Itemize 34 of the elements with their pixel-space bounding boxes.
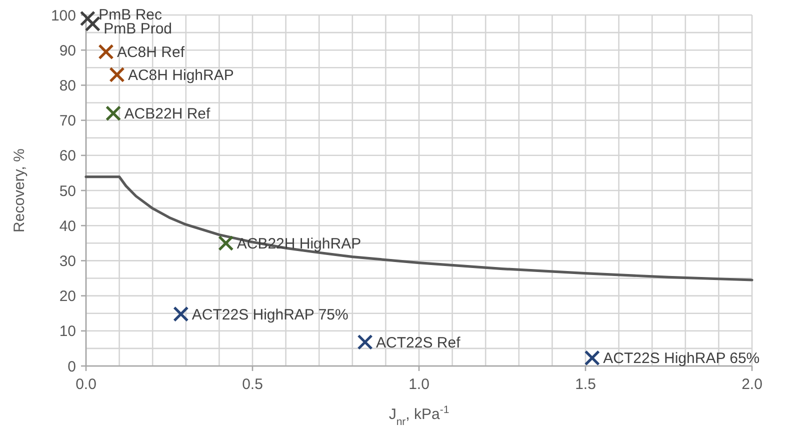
y-tick-label: 50 [59,182,76,200]
point [106,105,122,122]
point [357,334,373,350]
y-tick-label: 10 [59,323,76,340]
x-tick-label: 0.0 [76,376,96,393]
y-tick-label: 30 [59,252,76,270]
point [109,66,125,82]
y-tick-label: 60 [59,148,76,165]
point [584,350,600,366]
series-label: ACT22S HighRAP 75% [192,306,348,324]
series-label: AC8H Ref [116,44,186,62]
y-tick-label: 20 [59,288,76,306]
x-tick-label: 1.0 [408,376,430,393]
y-tick-label: 0 [68,358,76,376]
point [218,235,234,251]
y-tick-label: 80 [59,77,76,94]
point [80,10,96,26]
point [98,44,114,60]
point [173,306,189,322]
y-tick-label: 90 [59,42,76,60]
series-label: ACB22H Ref [124,106,212,123]
y-tick-label: 40 [59,218,76,235]
x-axis-title: J$_{nr}$, kPa$^{-1}$ [388,404,450,428]
series-label: AC8H HighRAP [128,66,234,84]
y-axis-title: Recovery, % [11,148,28,232]
y-tick-label: 100 [50,7,76,24]
point [84,16,100,32]
series-label: ACT22S HighRAP 65% [603,350,760,368]
line-series [84,176,754,282]
x-tick-label: 1.5 [575,376,596,393]
y-tick-label: 70 [59,112,76,130]
x-tick-label: 2.0 [742,376,762,393]
x-tick-label: 0.5 [242,376,263,393]
series-label: ACT22S Ref [376,334,462,352]
